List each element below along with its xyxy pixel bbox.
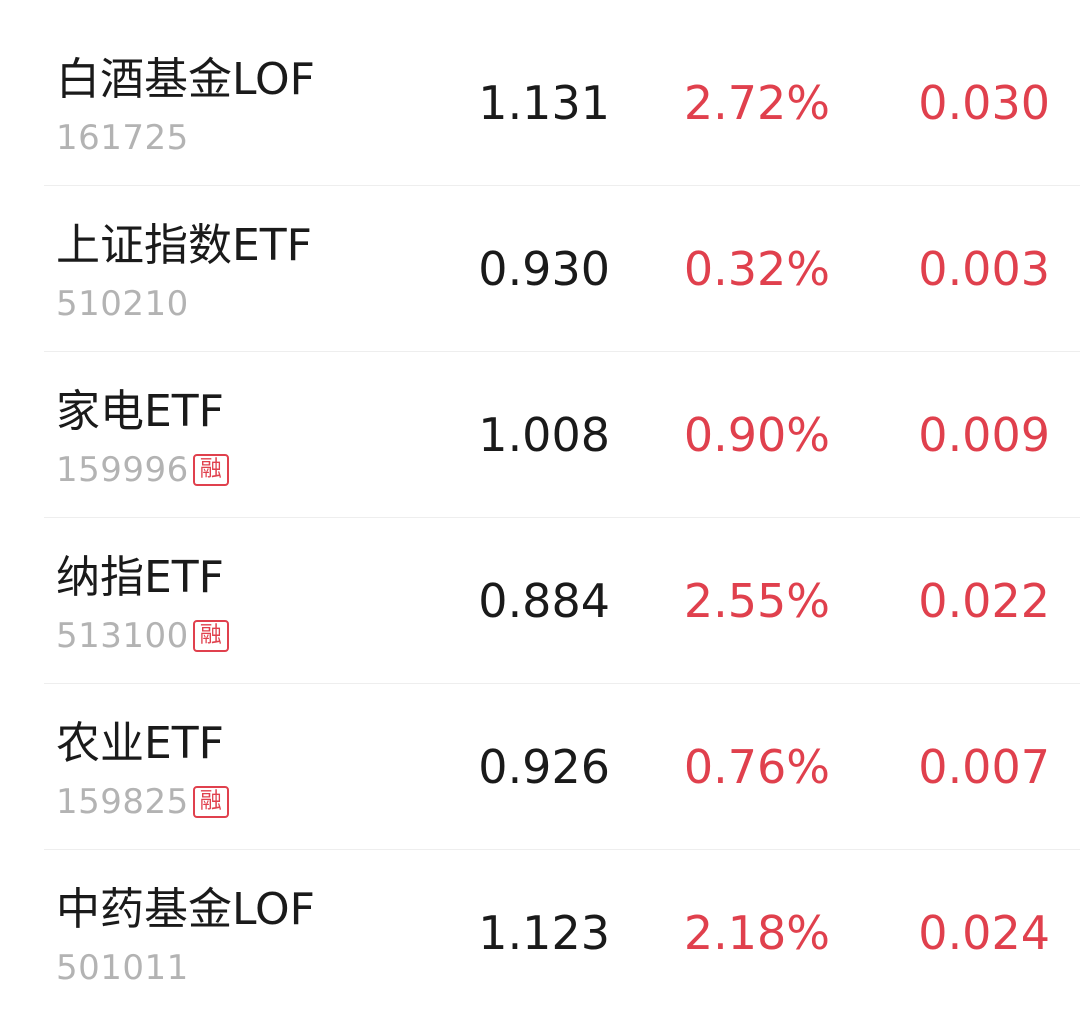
change-percent: 0.76% [683,740,830,794]
fund-code: 513100 [56,616,189,656]
change-amount: 0.003 [918,242,1050,296]
list-item[interactable]: 中药基金LOF 501011 1.123 2.18% 0.024 [0,850,1080,1016]
latest-price: 0.926 [478,740,610,794]
change-percent: 2.72% [683,76,830,130]
change-amount: 0.024 [918,906,1050,960]
fund-code-line: 513100 融 [56,618,229,654]
latest-price: 1.131 [478,76,610,130]
row-divider [44,351,1080,352]
fund-list: 白酒基金LOF 161725 1.131 2.72% 0.030 上证指数ETF… [0,20,1080,1016]
change-amount: 0.007 [918,740,1050,794]
fund-code-line: 161725 [56,120,189,156]
margin-trading-badge: 融 [192,620,229,652]
row-divider [44,185,1080,186]
latest-price: 0.884 [478,574,610,628]
change-amount: 0.022 [918,574,1050,628]
fund-code: 159825 [56,782,189,822]
fund-name: 农业ETF [56,718,224,769]
change-percent: 2.18% [683,906,830,960]
change-percent: 0.90% [683,408,830,462]
fund-code-line: 501011 [56,950,189,986]
latest-price: 1.123 [478,906,610,960]
fund-name: 白酒基金LOF [56,54,315,105]
list-item[interactable]: 上证指数ETF 510210 0.930 0.32% 0.003 [0,186,1080,352]
list-item[interactable]: 白酒基金LOF 161725 1.131 2.72% 0.030 [0,20,1080,186]
row-divider [44,683,1080,684]
fund-code: 510210 [56,284,189,324]
fund-code: 159996 [56,450,189,490]
margin-trading-badge: 融 [192,786,229,818]
latest-price: 0.930 [478,242,610,296]
latest-price: 1.008 [478,408,610,462]
margin-trading-badge: 融 [192,454,229,486]
fund-code-line: 159825 融 [56,784,229,820]
fund-name: 中药基金LOF [56,884,315,935]
fund-code-line: 510210 [56,286,189,322]
list-item[interactable]: 农业ETF 159825 融 0.926 0.76% 0.007 [0,684,1080,850]
change-amount: 0.030 [918,76,1050,130]
list-item[interactable]: 家电ETF 159996 融 1.008 0.90% 0.009 [0,352,1080,518]
fund-name: 家电ETF [56,386,224,437]
list-item[interactable]: 纳指ETF 513100 融 0.884 2.55% 0.022 [0,518,1080,684]
row-divider [44,517,1080,518]
fund-code-line: 159996 融 [56,452,229,488]
row-divider [44,849,1080,850]
fund-code: 161725 [56,118,189,158]
fund-name: 纳指ETF [56,552,224,603]
fund-code: 501011 [56,948,189,988]
fund-name: 上证指数ETF [56,220,312,271]
change-amount: 0.009 [918,408,1050,462]
change-percent: 0.32% [683,242,830,296]
change-percent: 2.55% [683,574,830,628]
